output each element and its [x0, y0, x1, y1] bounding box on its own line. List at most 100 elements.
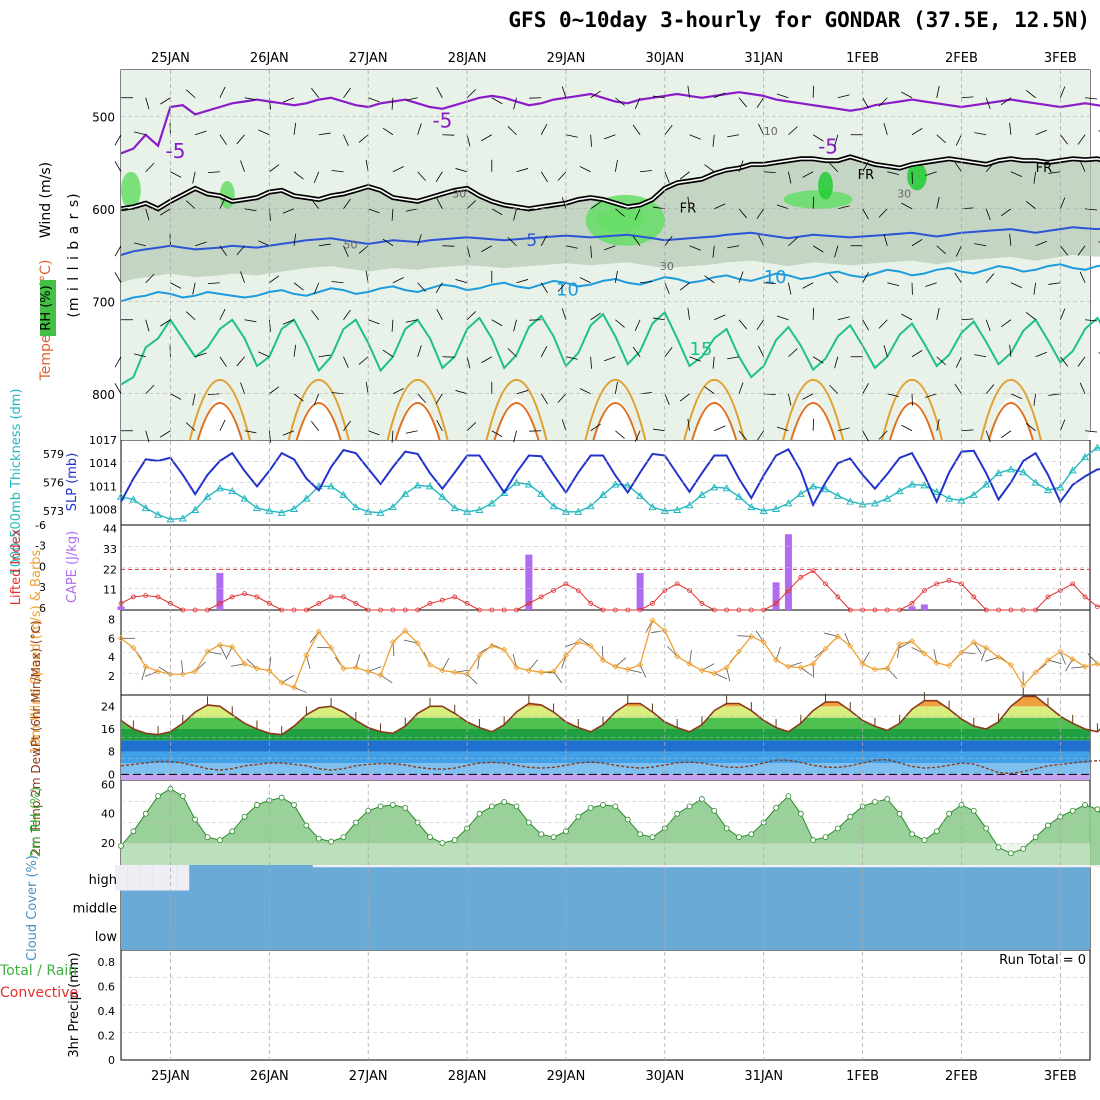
wind-barb [236, 356, 245, 367]
wind-barb [207, 393, 220, 395]
wind10m-point [315, 628, 322, 635]
thickness-point [1043, 486, 1053, 494]
wind-barb [756, 319, 765, 330]
thickness-point [648, 503, 657, 511]
wind-barb [293, 282, 304, 291]
rh2m-point [896, 810, 903, 817]
wind-barb [615, 97, 625, 106]
wind-barb [936, 245, 946, 255]
wind10m-point [1081, 663, 1089, 670]
wind-barb [1035, 129, 1047, 136]
wind-barb [282, 208, 295, 214]
wind10m-point [303, 652, 310, 659]
wind10m-point [488, 642, 495, 649]
cloud-high-bar [609, 865, 622, 868]
lifted-index-point [983, 607, 989, 613]
cloud-high-bar [856, 865, 869, 868]
date-label-bottom: 25JAN [151, 1069, 190, 1084]
wind-barb [788, 171, 792, 184]
rh2m-point [118, 843, 124, 849]
wind10m-point [711, 670, 718, 677]
wind-barb [687, 85, 690, 98]
wind-barb [417, 171, 426, 181]
wind-barb [1060, 134, 1069, 145]
cloud-high-bar [1004, 865, 1018, 868]
wind-barb-10m [1087, 653, 1098, 665]
wind-barb [293, 393, 304, 402]
lifted-index-point [254, 594, 260, 600]
wind-barb [590, 312, 601, 321]
wind-barb [704, 386, 715, 395]
wind10m-point [933, 659, 940, 666]
lifted-index-point [835, 594, 841, 600]
thickness-point [907, 480, 917, 488]
wind10m-point [624, 666, 631, 673]
wind-barb [133, 242, 146, 247]
wind-barb [343, 134, 349, 146]
thickness-point [203, 492, 212, 500]
wind-barb [192, 171, 196, 184]
wind-barb [664, 282, 670, 295]
wind-barb [145, 97, 150, 110]
temp-contour-20 [188, 378, 251, 441]
rh2m-point [909, 831, 915, 838]
wind-barb [382, 349, 394, 358]
wind-barb-10m [528, 659, 538, 671]
dry-plume [890, 398, 935, 440]
wind-barb [436, 197, 443, 209]
precip-legend-convective: Convective [0, 985, 78, 1001]
thickness-point [994, 469, 1003, 477]
wind10m-point [117, 635, 125, 642]
lifted-index-point [650, 601, 655, 606]
cloud-high-bar [312, 865, 326, 868]
wind-barb [540, 123, 548, 135]
thickness-point [339, 490, 348, 498]
thickness-point [413, 481, 422, 489]
lifted-index-point [575, 587, 581, 593]
wind-barb [311, 310, 320, 320]
wind-barb [936, 307, 940, 320]
wind-barb [590, 356, 592, 369]
thickness-point [673, 505, 682, 513]
wind10m-point [810, 660, 817, 667]
lifted-index-point [773, 601, 779, 606]
wind-barb [664, 393, 670, 406]
thickness-point [920, 481, 929, 489]
thickness-tick-label: 573 [43, 505, 64, 518]
wind-barb [1025, 201, 1036, 210]
li-tick-label: -3 [35, 540, 46, 553]
wind10m-point [612, 663, 619, 670]
cloud-high-bar [906, 865, 919, 868]
wind-barb [1000, 208, 1012, 217]
wind-barb [331, 281, 344, 284]
wind-barb [195, 130, 207, 136]
rh2m-point [575, 813, 582, 820]
cloud-high-bar [572, 865, 585, 868]
contour-label: FR [858, 168, 875, 183]
wind-barb [561, 197, 567, 209]
wind-barb [632, 235, 641, 246]
rh2m-point [587, 804, 594, 811]
rh2m-point [1082, 802, 1088, 808]
rh2m-point [377, 803, 384, 810]
wind-barb [382, 127, 394, 136]
thickness-point [1068, 466, 1077, 474]
thickness-point [524, 480, 533, 488]
wind-barb [540, 171, 548, 183]
wind10m-point [1069, 656, 1076, 663]
cloud-high-bar [918, 865, 931, 868]
wind-barb-10m [225, 646, 233, 660]
wind-barb [887, 393, 900, 398]
wind-barb [145, 162, 155, 173]
wind-barb [343, 245, 349, 257]
lifted-index-point [909, 601, 915, 606]
cloud-high-bar [893, 865, 907, 868]
wind-barb [1025, 90, 1036, 99]
wind-barb [738, 430, 748, 441]
thickness-point [833, 491, 842, 499]
wind-barb [640, 281, 653, 284]
cloud-high-bar [671, 865, 684, 868]
wind-barb [391, 97, 394, 110]
wind-barb [590, 245, 592, 258]
